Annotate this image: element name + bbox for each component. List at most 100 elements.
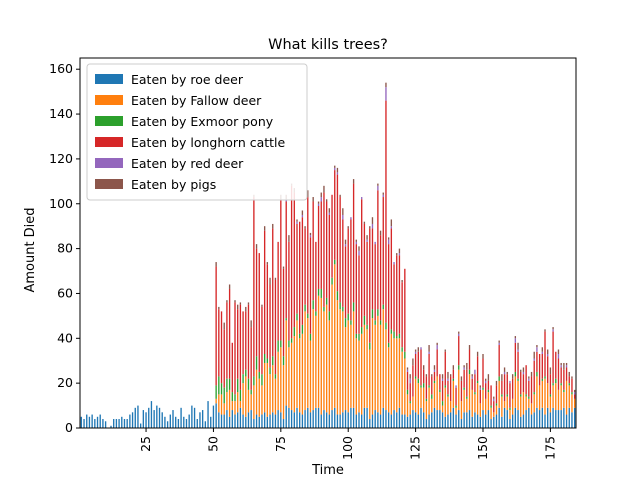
bar-segment — [563, 407, 565, 428]
bar-segment — [433, 383, 436, 408]
bar-segment — [245, 416, 247, 428]
bar-segment — [482, 358, 484, 388]
bar-segment — [406, 389, 409, 395]
bar-segment — [417, 414, 419, 428]
bar-segment — [517, 380, 519, 411]
legend-label: Eaten by Exmoor pony — [131, 114, 274, 129]
bar-segment — [379, 235, 382, 321]
bar-segment — [234, 302, 236, 395]
bar-segment — [139, 423, 142, 428]
bar-segment — [396, 253, 398, 256]
bar-segment — [436, 349, 438, 377]
bar-segment — [247, 412, 250, 428]
bar-segment — [458, 336, 460, 366]
bar-segment — [509, 410, 511, 420]
bar-segment — [514, 371, 517, 377]
bar-segment — [471, 378, 473, 390]
bar-segment — [563, 392, 565, 408]
bar-segment — [344, 244, 347, 247]
bar-segment — [425, 376, 428, 399]
bar-segment — [439, 392, 441, 411]
bar-segment — [563, 369, 565, 390]
bar-segment — [428, 385, 430, 388]
bar-segment — [517, 410, 519, 428]
legend-label: Eaten by roe deer — [131, 72, 244, 87]
bar-segment — [355, 333, 357, 339]
bar-segment — [552, 329, 554, 332]
bar-segment — [420, 385, 422, 388]
bar-segment — [514, 376, 517, 408]
bar-segment — [237, 392, 239, 413]
bar-segment — [363, 324, 366, 408]
bar-segment — [503, 401, 506, 408]
bar-segment — [266, 358, 269, 363]
bar-segment — [280, 199, 282, 341]
bar-segment — [401, 351, 403, 415]
bar-segment — [517, 349, 519, 352]
bar-segment — [406, 367, 409, 370]
bar-segment — [129, 414, 131, 428]
bar-segment — [503, 374, 506, 402]
bar-segment — [439, 374, 441, 390]
bar-segment — [218, 412, 220, 428]
bar-segment — [344, 410, 347, 428]
bar-segment — [296, 320, 298, 408]
bar-segment — [474, 392, 476, 395]
bar-segment — [282, 356, 285, 366]
bar-segment — [207, 401, 209, 428]
bar-segment — [555, 410, 557, 428]
bar-segment — [560, 410, 562, 428]
bar-segment — [398, 248, 401, 254]
bar-segment — [420, 407, 422, 428]
bar-segment — [487, 374, 490, 381]
bar-segment — [382, 197, 384, 305]
bar-segment — [228, 284, 231, 289]
bar-segment — [547, 354, 549, 357]
bar-segment — [323, 306, 325, 312]
bar-segment — [549, 367, 552, 375]
bar-segment — [358, 250, 360, 256]
bar-segment — [466, 369, 468, 397]
bar-segment — [573, 398, 576, 408]
bar-segment — [517, 378, 519, 381]
bar-segment — [423, 369, 425, 384]
bar-segment — [228, 416, 231, 428]
legend-label: Eaten by red deer — [131, 156, 244, 171]
bar-segment — [253, 197, 255, 377]
legend-label: Eaten by pigs — [131, 177, 216, 192]
bar-segment — [404, 268, 406, 352]
bar-segment — [148, 407, 150, 428]
bar-segment — [253, 376, 255, 386]
bar-segment — [533, 394, 535, 413]
bar-segment — [223, 322, 225, 330]
bar-segment — [474, 369, 476, 375]
bar-segment — [94, 419, 96, 428]
bar-segment — [312, 309, 314, 411]
bar-segment — [228, 389, 231, 417]
bar-segment — [509, 407, 511, 411]
bar-segment — [161, 412, 163, 428]
bar-segment — [565, 362, 568, 366]
bar-segment — [377, 190, 379, 310]
bar-segment — [320, 297, 322, 415]
bar-segment — [455, 385, 457, 388]
bar-segment — [315, 407, 317, 428]
bar-segment — [547, 407, 549, 428]
bar-segment — [199, 412, 201, 428]
bar-segment — [282, 419, 285, 428]
bar-segment — [493, 412, 495, 417]
bar-segment — [404, 351, 406, 359]
bar-segment — [361, 333, 363, 415]
x-tick-label: 150 — [475, 436, 490, 460]
bar-segment — [482, 387, 484, 390]
plot-frame — [79, 57, 577, 429]
bar-segment — [285, 405, 287, 428]
bar-segment — [282, 266, 285, 269]
bar-segment — [506, 394, 508, 397]
bar-segment — [468, 349, 471, 370]
bars-layer — [80, 82, 576, 428]
bar-segment — [398, 255, 401, 334]
bar-segment — [201, 410, 204, 428]
bar-segment — [331, 194, 333, 278]
bar-segment — [325, 199, 328, 202]
